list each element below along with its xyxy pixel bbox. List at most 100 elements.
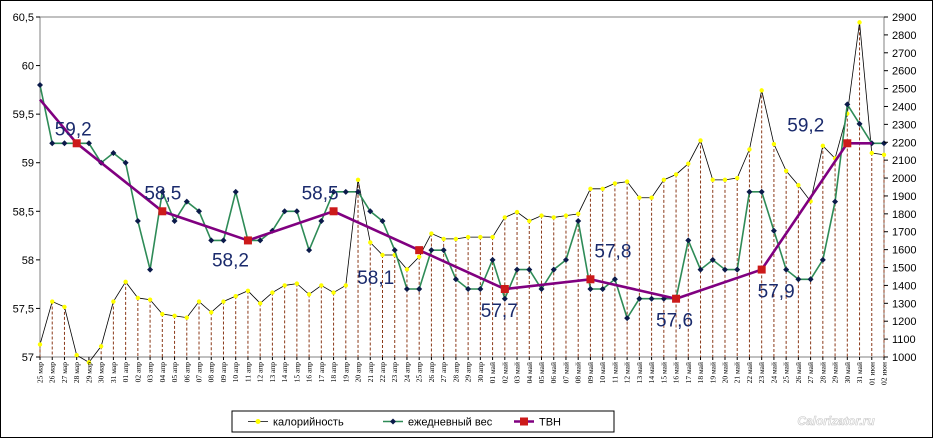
weight-point — [428, 247, 435, 254]
x-axis-tick-label: 11 май — [610, 362, 619, 383]
calorie-point — [282, 283, 287, 288]
weight-point — [477, 286, 484, 292]
calorie-point — [747, 147, 752, 152]
left-axis-tick-label: 57 — [22, 352, 34, 364]
left-axis-tick-label: 59 — [22, 158, 34, 170]
right-axis-tick-label: 1600 — [892, 245, 916, 257]
legend-box — [231, 410, 615, 433]
x-axis-tick-label: 21 апр — [366, 362, 375, 383]
x-axis-tick-label: 18 апр — [329, 362, 338, 383]
calorie-point — [637, 195, 642, 200]
x-axis-tick-label: 24 апр — [402, 362, 411, 383]
calorie-point — [111, 299, 116, 304]
x-axis-tick-label: 05 апр — [170, 362, 179, 383]
tvn-annotation: 57,9 — [758, 282, 795, 303]
calorie-point — [600, 186, 605, 191]
weight-point — [61, 140, 68, 147]
calorie-point — [735, 175, 740, 181]
tvn-marker — [415, 246, 424, 255]
weight-point — [844, 101, 851, 108]
calorie-point — [514, 209, 520, 215]
calorie-point — [502, 215, 508, 220]
x-axis-tick-label: 01 апр — [121, 362, 130, 383]
calorie-point — [612, 181, 618, 186]
weight-point — [587, 286, 594, 292]
legend-label: ежедневный вес — [408, 417, 493, 429]
weight-point — [367, 208, 374, 215]
tvn-marker — [672, 294, 681, 303]
calorie-point — [294, 281, 300, 286]
calorie-point — [209, 310, 214, 315]
x-axis-tick-label: 30 май — [843, 362, 852, 383]
right-axis-tick-label: 2900 — [892, 12, 916, 24]
x-axis-tick-label: 05 май — [537, 362, 546, 383]
right-axis-tick-label: 1000 — [892, 352, 916, 364]
right-axis-tick-label: 1800 — [892, 209, 916, 221]
right-axis-tick-label: 1900 — [892, 191, 916, 203]
x-axis-tick-label: 30 апр — [476, 362, 485, 383]
weight-point — [599, 286, 606, 292]
weight-point — [49, 140, 56, 147]
calorie-drop-lines — [39, 22, 885, 363]
calorie-point — [661, 177, 667, 183]
weight-point — [538, 286, 545, 292]
x-axis-tick-label: 23 май — [757, 362, 766, 383]
weight-point — [526, 266, 533, 273]
calorie-point — [233, 293, 238, 299]
x-axis-tick-label: 27 май — [806, 362, 815, 383]
tvn-annotation: 59,2 — [787, 115, 824, 136]
x-axis-tick-label: 22 апр — [378, 362, 387, 383]
weight-point — [746, 188, 753, 195]
weight-point — [196, 208, 203, 215]
calorie-point — [355, 177, 361, 183]
tvn-annotations: 59,2 58,5 58,2 58,5 58,1 57,7 57,8 57,6 57,9 59,2 — [55, 115, 825, 331]
x-axis-tick-label: 21 май — [733, 362, 742, 383]
x-axis-tick-label: 02 май — [500, 362, 509, 383]
tvn-marker — [500, 285, 509, 293]
left-axis-tick-label: 60,5 — [13, 12, 34, 24]
weight-point — [391, 247, 398, 254]
x-axis-tick-label: 22 май — [745, 362, 754, 383]
weight-point — [293, 208, 300, 215]
calorie-point — [62, 304, 67, 310]
calorie-point — [160, 311, 165, 317]
tvn-marker — [158, 207, 167, 216]
calorie-point — [588, 186, 593, 191]
left-axis-tick-label: 60 — [22, 61, 34, 73]
weight-point — [550, 266, 557, 273]
calorie-point — [37, 342, 43, 347]
right-axis-tick-label: 1500 — [892, 263, 916, 275]
weight-point — [648, 295, 655, 302]
plot-area — [39, 16, 885, 358]
left-axis-tick-label: 58,5 — [13, 206, 34, 218]
tvn-annotation: 57,8 — [594, 241, 631, 262]
calorie-point — [722, 177, 728, 183]
legend-label: ТВН — [539, 417, 561, 429]
tvn-marker — [586, 275, 595, 284]
right-axis-tick-label: 2400 — [892, 101, 916, 113]
weight-point — [220, 237, 227, 244]
x-axis-tick-label: 16 май — [672, 362, 681, 383]
weight-point — [734, 266, 741, 273]
left-axis-tick-label: 58 — [22, 255, 34, 267]
calorie-point — [368, 240, 373, 245]
x-axis-tick-label: 08 май — [574, 362, 583, 383]
x-axis-tick-label: 31 мар — [109, 362, 118, 383]
x-axis-tick-label: 06 апр — [182, 362, 191, 383]
x-axis-tick-label: 13 май — [635, 362, 644, 383]
calorie-point — [478, 234, 483, 240]
calorie-point — [123, 279, 128, 285]
tvn-annotation: 59,2 — [55, 119, 92, 140]
legend-label: калорийность — [273, 417, 344, 429]
x-axis-tick-label: 19 апр — [341, 362, 350, 383]
calorie-point — [147, 297, 153, 302]
calorie-point — [429, 231, 434, 236]
x-axis-tick-label: 12 май — [623, 362, 632, 383]
right-axis-tick-label: 2300 — [892, 119, 916, 131]
calorie-point — [539, 213, 544, 218]
weight-point — [122, 159, 129, 166]
weight-point — [489, 256, 496, 263]
left-axis-tick-label: 59,5 — [13, 109, 34, 121]
weight-point — [465, 286, 472, 292]
